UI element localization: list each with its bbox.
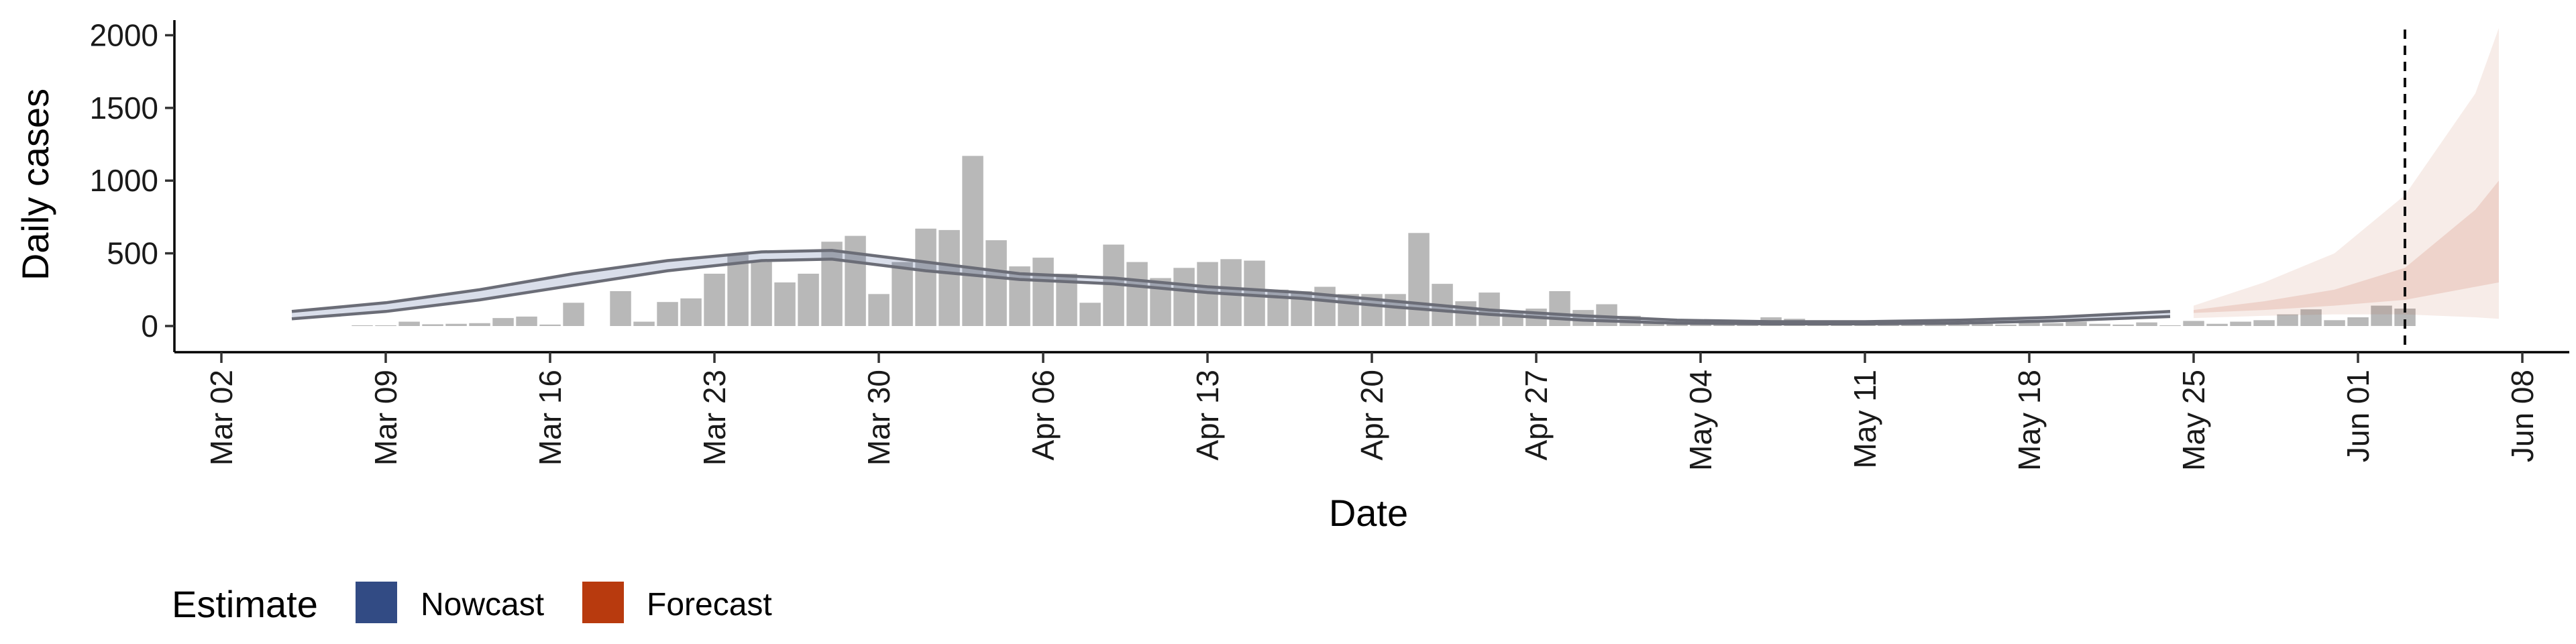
y-tick-label: 2000 <box>90 18 158 53</box>
case-bar <box>2253 320 2275 326</box>
case-bar <box>1385 294 1406 326</box>
case-bar <box>469 323 490 326</box>
x-tick-label: Jun 08 <box>2505 370 2540 462</box>
x-tick-label: May 25 <box>2176 370 2211 471</box>
case-bar <box>751 262 772 326</box>
axes: 0 500 1000 1500 2000 Mar 02 Mar 09 Mar 16 Mar 23… <box>90 18 2569 471</box>
case-bar <box>2112 324 2134 326</box>
x-tick-label: May 11 <box>1847 370 1882 468</box>
legend: Estimate Nowcast Forecast <box>172 582 772 625</box>
x-tick-label: Jun 01 <box>2341 370 2375 462</box>
y-tick-label: 0 <box>141 309 158 343</box>
case-bar <box>610 291 631 326</box>
x-tick-label: Mar 02 <box>204 370 239 466</box>
case-bar <box>375 325 396 326</box>
x-tick-label: Mar 30 <box>861 370 896 466</box>
case-bar <box>2042 323 2063 326</box>
case-bar <box>2065 321 2087 326</box>
case-bar <box>1126 262 1148 326</box>
case-bar <box>1408 233 1430 326</box>
x-tick-label: Mar 16 <box>533 370 568 466</box>
case-bar <box>1032 258 1054 326</box>
case-bar <box>1995 324 2017 326</box>
x-axis-title: Date <box>1329 492 1408 534</box>
case-bar <box>1878 324 1899 326</box>
x-tick-label: May 18 <box>2012 370 2047 471</box>
legend-swatch-nowcast <box>356 582 397 623</box>
case-bar <box>821 241 843 326</box>
case-bar <box>2300 309 2322 326</box>
case-bar <box>2159 325 2181 326</box>
case-bar <box>868 294 890 326</box>
x-tick-label: Apr 27 <box>1519 370 1554 461</box>
legend-title: Estimate <box>172 583 318 625</box>
case-bar <box>2089 323 2110 326</box>
case-bar <box>962 156 983 326</box>
case-bar <box>892 262 913 326</box>
y-tick-label: 1500 <box>90 91 158 125</box>
case-bar <box>1948 323 1970 326</box>
case-bar <box>774 282 796 326</box>
case-bar <box>352 325 373 326</box>
nowcast-upper-line <box>291 249 2171 323</box>
case-bar <box>915 228 936 326</box>
case-bar <box>1079 303 1101 326</box>
case-bar <box>516 316 537 326</box>
case-bar <box>1338 294 1359 326</box>
y-tick-label: 500 <box>107 236 158 271</box>
case-bar <box>2206 323 2228 326</box>
x-tick-label: Apr 06 <box>1026 370 1061 461</box>
case-bar <box>1901 324 1923 326</box>
legend-label-nowcast: Nowcast <box>421 587 544 623</box>
plot-area <box>291 28 2499 352</box>
case-bar <box>938 229 960 326</box>
x-tick-label: Mar 09 <box>368 370 403 466</box>
case-bar <box>798 274 819 326</box>
case-bar <box>1173 268 1195 326</box>
case-bar <box>2277 314 2298 326</box>
x-tick-label: Apr 20 <box>1354 370 1389 461</box>
case-bar <box>492 318 514 326</box>
case-bar <box>657 302 678 326</box>
case-bar <box>2183 321 2204 326</box>
case-bar <box>445 323 467 326</box>
case-bar <box>985 240 1007 326</box>
case-bar <box>1549 291 1570 326</box>
x-tick-label: Mar 23 <box>697 370 732 466</box>
case-bar <box>1572 310 1594 326</box>
case-bar <box>633 321 655 326</box>
case-bar <box>2136 322 2157 326</box>
x-tick-label: Apr 13 <box>1190 370 1225 461</box>
case-bar <box>2230 321 2251 326</box>
case-bar <box>2019 322 2040 326</box>
case-bar <box>680 298 702 326</box>
legend-swatch-forecast <box>582 582 624 623</box>
nowcast-lower-line <box>291 258 2171 325</box>
forecast-outer-ribbon <box>2194 28 2499 319</box>
case-bar <box>422 324 443 326</box>
case-bar <box>539 324 561 326</box>
case-bar <box>2347 317 2369 326</box>
case-bar <box>1244 260 1265 326</box>
case-bar <box>727 254 749 326</box>
case-bar <box>2371 305 2392 326</box>
case-bar <box>1925 324 1946 326</box>
case-bar <box>845 235 866 326</box>
case-bar <box>1972 323 1993 326</box>
case-bar <box>1009 266 1030 326</box>
case-bar <box>563 303 584 326</box>
case-bar <box>2324 320 2345 326</box>
legend-label-forecast: Forecast <box>647 587 772 623</box>
forecast-inner-ribbon <box>2194 180 2499 313</box>
case-bar <box>398 321 420 326</box>
y-tick-label: 1000 <box>90 163 158 198</box>
x-tick-label: May 04 <box>1683 370 1718 471</box>
case-bar <box>704 274 725 326</box>
y-axis-title: Daily cases <box>14 89 56 280</box>
case-bar <box>1713 324 1735 326</box>
